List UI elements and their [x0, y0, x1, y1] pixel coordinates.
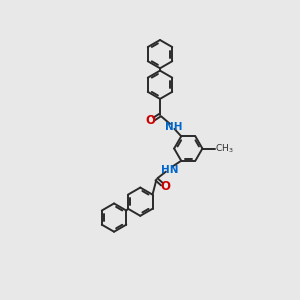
Text: CH$_3$: CH$_3$	[215, 142, 234, 155]
Text: NH: NH	[165, 122, 182, 132]
Text: O: O	[146, 114, 156, 127]
Text: O: O	[160, 180, 170, 193]
Text: HN: HN	[161, 165, 178, 175]
